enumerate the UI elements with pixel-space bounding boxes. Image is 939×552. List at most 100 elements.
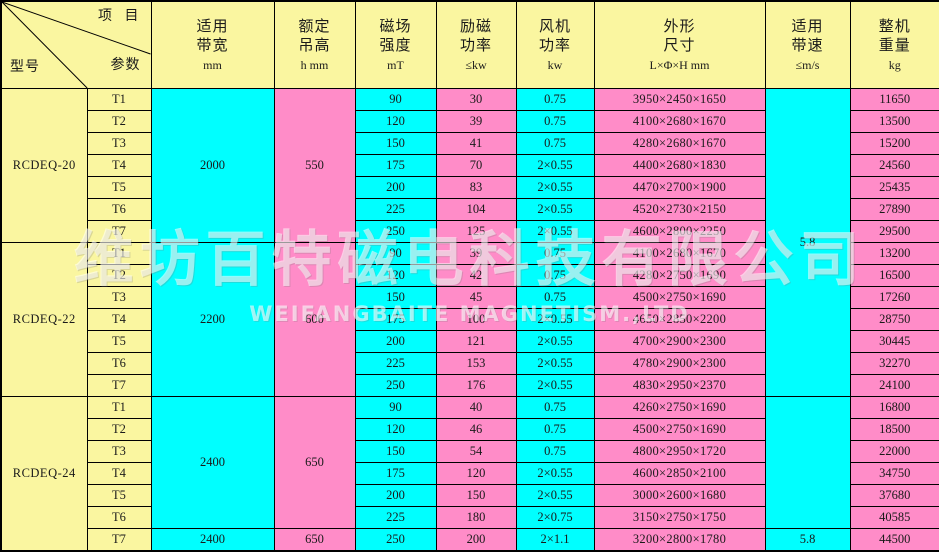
cell-fan-power: 0.75 — [515, 264, 595, 287]
cell-model-RCDEQ-20: RCDEQ-20 — [0, 88, 88, 243]
cell-total-weight: 27890 — [849, 198, 939, 221]
header-item-label: 项 目 — [98, 8, 143, 24]
cell-dimensions: 4830×2950×2370 — [593, 374, 766, 397]
cell-fan-power: 2×1.1 — [515, 528, 595, 552]
cell-type-code: T4 — [86, 154, 152, 177]
cell-excitation-power: 150 — [435, 484, 517, 507]
cell-belt-speed — [764, 396, 851, 529]
cell-fan-power: 2×0.55 — [515, 352, 595, 375]
table-row: RCDEQ-24 T1 2400 650 90 40 0.75 4260×2750×1690 1… — [0, 396, 939, 552]
cell-total-weight: 11650 — [849, 88, 939, 111]
cell-total-weight: 18500 — [849, 418, 939, 441]
cell-dimensions: 3950×2450×1650 — [593, 88, 766, 111]
table-row: T4 175 120 2×0.55 4600×2850×2100 34750 — [1, 462, 939, 485]
cell-field-strength: 250 — [354, 374, 437, 397]
cell-dimensions: 4400×2680×1830 — [593, 154, 766, 177]
cell-dimensions: 4100×2680×1670 — [593, 242, 766, 265]
cell-dimensions: 3000×2600×1680 — [593, 484, 766, 507]
cell-type-code: T1 — [86, 88, 152, 111]
cell-type-code: T3 — [86, 440, 152, 463]
cell-field-strength: 175 — [354, 308, 437, 331]
cell-type-code: T2 — [86, 418, 152, 441]
cell-dimensions: 3200×2800×1780 — [593, 528, 766, 552]
cell-type-code: T7 — [86, 374, 152, 397]
cell-belt-speed: 5.8 — [764, 88, 851, 397]
cell-type-code: T5 — [86, 330, 152, 353]
cell-type-code: T1 — [86, 396, 152, 419]
cell-excitation-power: 45 — [435, 286, 517, 309]
cell-fan-power: 2×0.55 — [515, 308, 595, 331]
cell-excitation-power: 41 — [435, 132, 517, 155]
cell-field-strength: 90 — [354, 242, 437, 265]
cell-total-weight: 17260 — [849, 286, 939, 309]
cell-type-code: T4 — [86, 308, 152, 331]
cell-fan-power: 2×0.55 — [515, 484, 595, 507]
cell-type-code: T3 — [86, 132, 152, 155]
cell-fan-power: 2×0.55 — [515, 374, 595, 397]
cell-excitation-power: 30 — [435, 88, 517, 111]
cell-type-code: T1 — [86, 242, 152, 265]
header-cell-excite_power: 励磁 功率 ≤kw — [435, 0, 517, 89]
cell-total-weight: 40585 — [849, 506, 939, 529]
cell-total-weight: 25435 — [849, 176, 939, 199]
header-cell-lift_height: 额定 吊高 h mm — [273, 0, 356, 89]
cell-type-code: T6 — [86, 352, 152, 375]
cell-total-weight: 16800 — [849, 396, 939, 419]
cell-fan-power: 2×0.75 — [515, 506, 595, 529]
table-row: T2 120 39 0.75 4100×2680×1670 13500 — [1, 110, 939, 133]
cell-field-strength: 200 — [354, 330, 437, 353]
cell-fan-power: 0.75 — [515, 132, 595, 155]
cell-fan-power: 0.75 — [515, 440, 595, 463]
header-cell-fan_power: 风机 功率 kw — [515, 0, 595, 89]
cell-fan-power: 0.75 — [515, 110, 595, 133]
cell-type-code: T5 — [86, 484, 152, 507]
cell-fan-power: 2×0.55 — [515, 176, 595, 199]
cell-belt-width: 2400 — [150, 528, 275, 552]
cell-excitation-power: 83 — [435, 176, 517, 199]
diagonal-split-lines-icon — [2, 2, 151, 88]
cell-lift-height: 600 — [273, 242, 356, 397]
cell-total-weight: 24560 — [849, 154, 939, 177]
cell-type-code: T6 — [86, 198, 152, 221]
cell-dimensions: 4280×2680×1670 — [593, 132, 766, 155]
cell-total-weight: 30445 — [849, 330, 939, 353]
table-row: RCDEQ-22 T1 2200 600 90 39 0.75 4100×2680×1670 1… — [0, 242, 939, 397]
table-row: T7 250 176 2×0.55 4830×2950×2370 24100 — [1, 374, 939, 397]
cell-type-code: T3 — [86, 286, 152, 309]
header-cell-belt_width: 适用 带宽 mm — [150, 0, 275, 89]
table-row: T6 225 153 2×0.55 4780×2900×2300 32270 — [1, 352, 939, 375]
cell-excitation-power: 121 — [435, 330, 517, 353]
table-row: T5 200 150 2×0.55 3000×2600×1680 37680 — [1, 484, 939, 507]
cell-field-strength: 150 — [354, 286, 437, 309]
cell-dimensions: 4500×2750×1690 — [593, 286, 766, 309]
cell-field-strength: 175 — [354, 154, 437, 177]
cell-total-weight: 13500 — [849, 110, 939, 133]
cell-total-weight: 44500 — [849, 528, 939, 552]
cell-fan-power: 0.75 — [515, 396, 595, 419]
header-cell-field_strength: 磁场 强度 mT — [354, 0, 437, 89]
cell-type-code: T7 — [86, 220, 152, 243]
cell-excitation-power: 104 — [435, 198, 517, 221]
cell-belt-width: 2200 — [150, 242, 275, 397]
table-row: T2 120 46 0.75 4500×2750×1690 18500 — [1, 418, 939, 441]
cell-dimensions: 4650×2850×2200 — [593, 308, 766, 331]
cell-dimensions: 4500×2750×1690 — [593, 418, 766, 441]
cell-fan-power: 0.75 — [515, 88, 595, 111]
cell-field-strength: 200 — [354, 484, 437, 507]
cell-excitation-power: 176 — [435, 374, 517, 397]
header-model-label: 型号 — [10, 58, 40, 75]
cell-excitation-power: 125 — [435, 220, 517, 243]
cell-total-weight: 34750 — [849, 462, 939, 485]
cell-fan-power: 2×0.55 — [515, 198, 595, 221]
cell-dimensions: 4600×2850×2100 — [593, 462, 766, 485]
cell-excitation-power: 120 — [435, 462, 517, 485]
table-row: T2 120 42 0.75 4280×2750×1690 16500 — [1, 264, 939, 287]
cell-excitation-power: 40 — [435, 396, 517, 419]
table-row: T4 175 100 2×0.55 4650×2850×2200 28750 — [1, 308, 939, 331]
cell-fan-power: 0.75 — [515, 286, 595, 309]
header-corner-diagonal-cell: 项 目参数 型号 — [0, 0, 152, 89]
table-row: T4 175 70 2×0.55 4400×2680×1830 24560 — [1, 154, 939, 177]
cell-dimensions: 3150×2750×1750 — [593, 506, 766, 529]
header-param-label: 参数 — [110, 56, 141, 73]
